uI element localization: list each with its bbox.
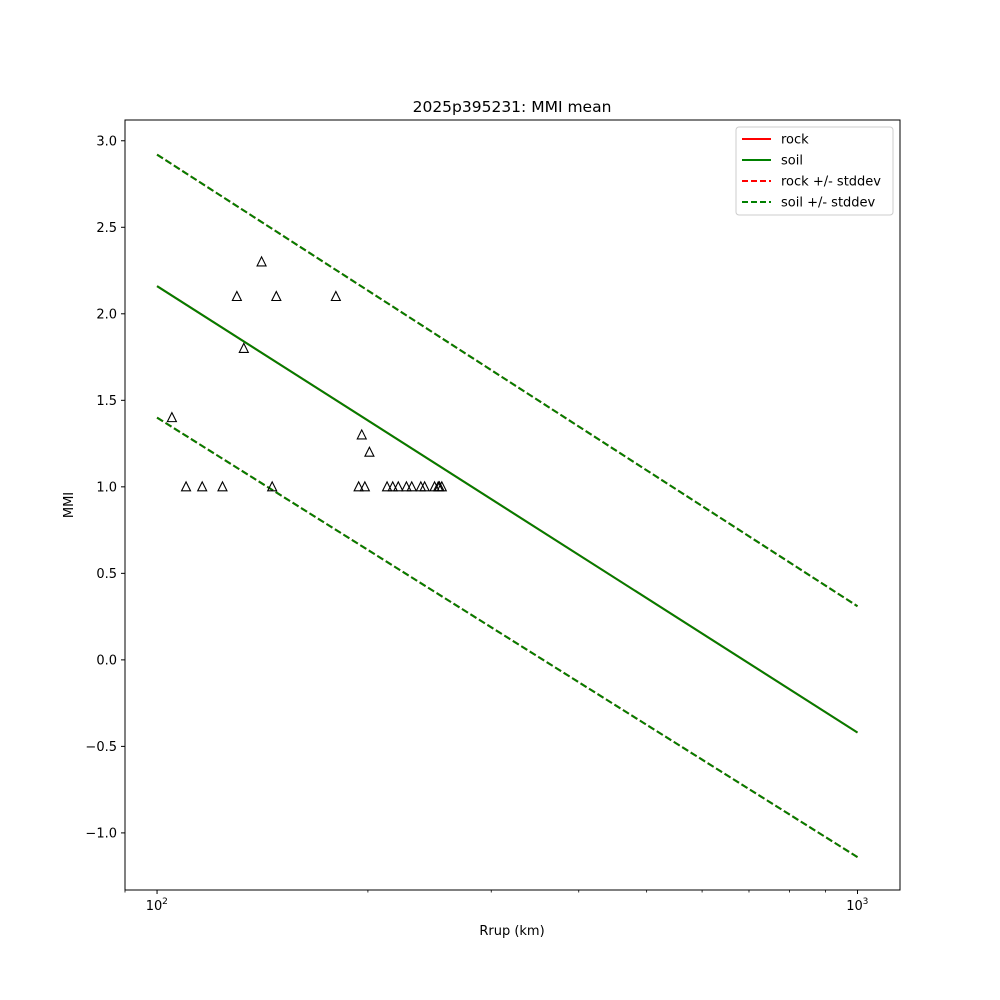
observation-marker [256,255,267,267]
y-tick-label: 2.5 [96,221,117,236]
observation-marker [381,480,393,492]
x-tick-label: 10 2 [146,897,168,914]
chart-title: 2025p395231: MMI mean [413,98,612,116]
observation-marker [419,480,431,492]
y-tick-label: 1.5 [96,394,117,409]
x-axis-label: Rrup (km) [479,924,544,939]
observation-marker [406,480,418,492]
plot-frame [124,119,901,891]
x-tick-label-base: 10 [846,899,863,914]
observation-marker [436,480,448,492]
observation-marker [266,480,278,492]
observation-marker [392,480,404,492]
observation-marker [238,342,250,353]
observation-marker [330,290,342,302]
legend-entry-label: soil +/- stddev [781,196,876,211]
legend-entry-label: rock +/- stddev [781,175,881,190]
observation-marker [359,480,371,492]
x-axis-ticks: 10 2 10 3 [124,890,868,914]
legend: rock soil rock +/- stddev soil +/- stddev [735,126,894,216]
legend-entry-label: soil [781,154,803,169]
observation-marker [387,480,399,492]
observation-marker [356,428,368,440]
observation-marker [217,480,228,492]
y-tick-label: −0.5 [85,740,117,755]
y-tick-label: 1.0 [96,480,117,495]
x-tick-label: 10 3 [846,897,868,914]
y-tick-label: 0.0 [96,653,117,668]
observation-marker [353,480,365,492]
observation-marker [166,411,178,423]
observation-marker [231,290,243,302]
legend-entries: rock soil rock +/- stddev soil +/- stddev [742,133,881,211]
series-layer [156,153,859,858]
y-axis-ticks: 3.0 2.5 2.0 1.5 1.0 0.5 0.0 −0.5 −1.0 [85,134,125,841]
x-tick-label-exponent: 2 [162,897,168,907]
y-tick-label: −1.0 [85,826,117,841]
x-tick-label-exponent: 3 [863,897,869,907]
observation-markers [166,255,448,492]
series-soil-stddev-upper-line [156,153,859,608]
observation-marker [180,480,192,492]
observation-marker [401,480,412,492]
observation-marker [364,445,375,457]
series-soil-stddev-lower-line [156,416,859,858]
series-soil-line [156,285,859,734]
observation-marker [196,480,208,492]
legend-box [735,126,894,216]
y-tick-label: 3.0 [96,134,117,149]
y-axis-label: MMI [62,492,77,518]
x-tick-label-base: 10 [146,899,163,914]
observation-marker [270,290,282,302]
y-tick-label: 0.5 [96,567,117,582]
legend-entry-label: rock [781,133,809,148]
y-tick-label: 2.0 [96,307,117,322]
